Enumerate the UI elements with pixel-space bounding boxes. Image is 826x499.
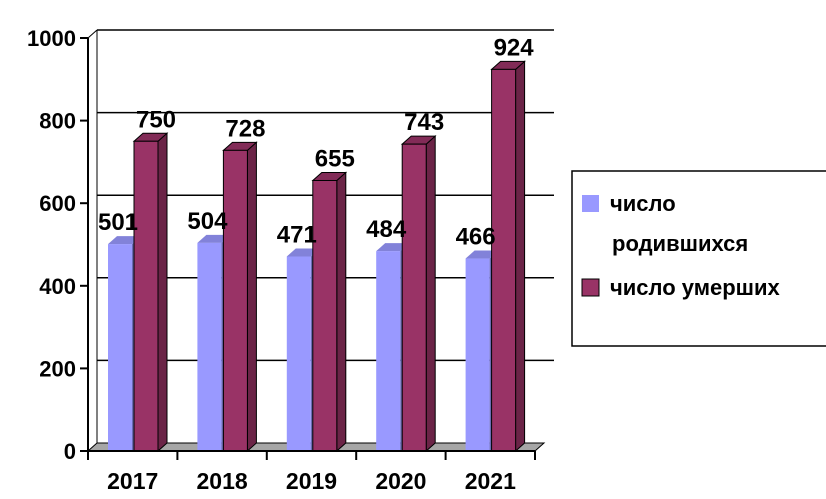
bar-front xyxy=(108,244,132,451)
data-label-deaths-2019: 655 xyxy=(315,145,355,172)
bar-top xyxy=(108,236,141,245)
x-tick-label-2018: 2018 xyxy=(197,468,248,494)
data-label-deaths-2021: 924 xyxy=(494,34,535,61)
bar-side xyxy=(515,60,526,453)
x-tick-label-2019: 2019 xyxy=(286,468,337,494)
bar-deaths-2019 xyxy=(311,171,348,453)
data-label-births-2020: 484 xyxy=(366,216,407,243)
axes-group: 0 200 400 600 800 1000 2017 2018 2019 2020 2021 xyxy=(27,26,536,494)
data-label-deaths-2017: 750 xyxy=(136,106,176,133)
bar-front xyxy=(312,179,338,452)
x-tick-label-2020: 2020 xyxy=(375,468,426,494)
y-tick-label-0: 0 xyxy=(64,439,76,464)
x-tick-label-2017: 2017 xyxy=(107,468,158,494)
legend: число родившихся число умерших xyxy=(571,170,826,347)
legend-swatch-deaths xyxy=(581,278,600,297)
bar-front xyxy=(376,251,401,451)
data-label-births-2017: 501 xyxy=(98,209,138,236)
y-tick-label-200: 200 xyxy=(39,356,76,381)
bar-side xyxy=(246,141,257,453)
data-label-births-2019: 471 xyxy=(277,221,317,248)
y-tick-label-400: 400 xyxy=(39,274,76,299)
legend-label-births-line2: родившихся xyxy=(612,231,748,256)
bar-side xyxy=(157,132,168,453)
y-tick-label-800: 800 xyxy=(39,109,76,134)
bar-deaths-2018 xyxy=(222,141,258,453)
bar-side xyxy=(336,171,347,453)
data-label-births-2018: 504 xyxy=(187,208,228,235)
y-tick-label-1000: 1000 xyxy=(27,26,76,51)
bar-front xyxy=(465,258,490,451)
bar-top xyxy=(197,234,231,243)
bar-front xyxy=(133,140,159,452)
legend-label-births-line1: число xyxy=(610,191,676,216)
data-labels-group: 501 504 471 484 466 750 728 655 743 924 xyxy=(98,34,534,250)
bar-front xyxy=(491,68,517,452)
bar-top xyxy=(376,243,410,252)
bars-group xyxy=(108,60,526,453)
bar-front xyxy=(197,242,222,451)
bar-front xyxy=(286,256,311,451)
x-tick-label-2021: 2021 xyxy=(465,468,516,494)
legend-box xyxy=(571,170,826,347)
data-label-deaths-2020: 743 xyxy=(404,109,444,136)
bar-top xyxy=(465,250,499,259)
bar-side xyxy=(425,135,436,453)
bar-deaths-2021 xyxy=(490,60,526,453)
bar-deaths-2020 xyxy=(400,135,437,453)
data-label-births-2021: 466 xyxy=(456,224,496,251)
bar-front xyxy=(401,143,427,452)
bar-front xyxy=(222,149,248,452)
bar-deaths-2017 xyxy=(132,132,169,453)
y-axis-top-edge xyxy=(87,29,98,39)
legend-label-deaths: число умерших xyxy=(610,275,781,300)
y-tick-label-600: 600 xyxy=(39,191,76,216)
legend-swatch-births xyxy=(582,195,599,212)
data-label-deaths-2018: 728 xyxy=(225,115,265,142)
bar-top xyxy=(286,248,320,257)
